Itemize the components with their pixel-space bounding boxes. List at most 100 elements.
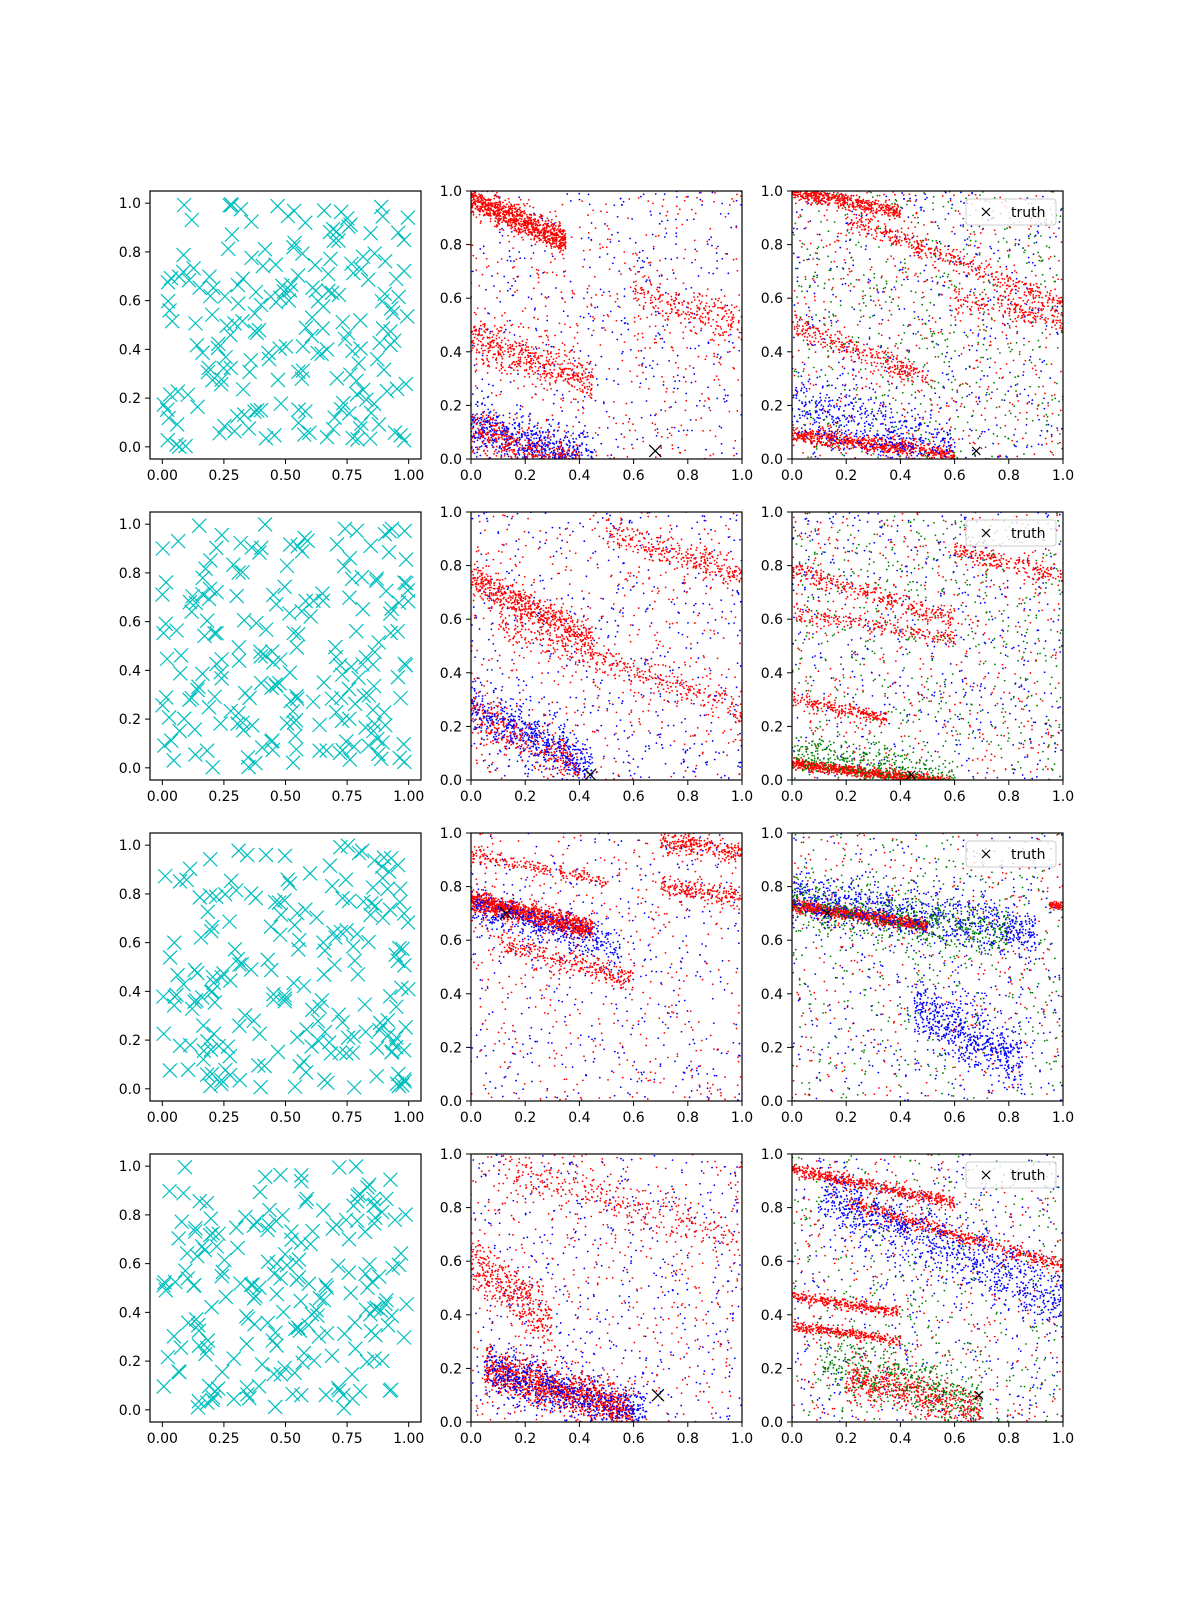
sample-point [901,207,904,210]
sample-point [571,385,573,387]
sample-point [681,223,684,226]
sample-point [716,267,718,270]
sample-point [530,213,533,216]
x-marker [367,246,383,261]
sample-point [496,342,498,345]
sample-point [1031,270,1033,273]
sample-point [477,432,480,435]
sample-point [516,404,518,406]
sample-point [505,435,508,438]
sample-point [561,453,564,456]
sample-point [563,450,566,452]
sample-point [562,249,565,252]
sample-point [636,270,639,273]
sample-point [916,275,919,278]
sample-point [566,373,569,376]
sample-point [720,356,722,359]
sample-point [629,370,632,373]
x-marker [164,313,180,329]
sample-point [511,323,514,326]
sample-point [601,246,604,249]
sample-point [637,196,640,199]
sample-point [838,330,841,333]
sample-point [509,260,512,262]
sample-point [1014,242,1017,245]
sample-point [707,318,710,320]
sample-point [588,363,590,366]
sample-point [901,414,904,417]
sample-point [884,366,887,369]
sample-point [622,422,625,425]
sample-point [579,387,581,390]
sample-point [542,399,544,401]
sample-point [716,245,719,248]
x-marker [270,372,286,388]
sample-point [817,284,819,287]
sample-point [499,300,502,303]
sample-point [574,398,577,401]
sample-point [536,272,539,275]
sample-point [903,408,906,411]
y-tick-label: 0.2 [440,398,462,414]
sample-point [710,310,713,313]
sample-point [634,297,637,299]
sample-point [514,208,517,211]
sample-point [510,203,512,206]
sample-point [550,233,553,236]
sample-point [997,442,1000,445]
sample-point [792,231,794,234]
sample-point [966,238,969,240]
sample-point [816,276,818,279]
x-marker [295,363,311,379]
sample-point [481,343,484,346]
sample-point [616,338,619,341]
sample-point [586,385,589,388]
sample-point [921,418,924,421]
sample-point [551,442,554,445]
sample-point [527,217,529,220]
sample-point [632,423,634,426]
sample-point [623,317,626,320]
sample-point [636,292,639,294]
sample-point [1051,412,1054,415]
sample-point [488,441,491,444]
sample-point [529,230,532,233]
sample-point [507,455,510,458]
sample-point [966,383,969,386]
sample-point [480,423,483,426]
sample-point [843,345,846,348]
x-marker [326,233,342,249]
x-marker [363,405,379,421]
sample-point [532,252,535,254]
sample-point [568,449,571,452]
sample-point [651,294,653,297]
sample-point [498,426,501,429]
sample-point [552,402,555,405]
sample-point [521,445,524,447]
sample-point [546,372,549,375]
x-marker [388,271,404,287]
sample-point [585,391,588,394]
sample-point [1038,296,1041,299]
sample-point [892,358,894,361]
sample-point [861,295,864,298]
sample-point [505,445,507,448]
sample-point [561,362,563,365]
sample-point [881,376,884,379]
sample-point [556,465,558,467]
sample-point [713,200,715,203]
sample-point [935,342,938,345]
sample-point [634,252,637,255]
sample-point [939,407,941,410]
sample-point [489,214,491,217]
sample-point [1059,319,1062,322]
sample-point [891,382,893,385]
sample-point [572,425,575,428]
sample-point [1030,361,1033,364]
sample-point [732,200,735,203]
sample-point [506,433,509,436]
sample-point [907,216,910,219]
sample-point [544,445,547,448]
sample-point [994,283,997,286]
sample-point [587,388,589,391]
